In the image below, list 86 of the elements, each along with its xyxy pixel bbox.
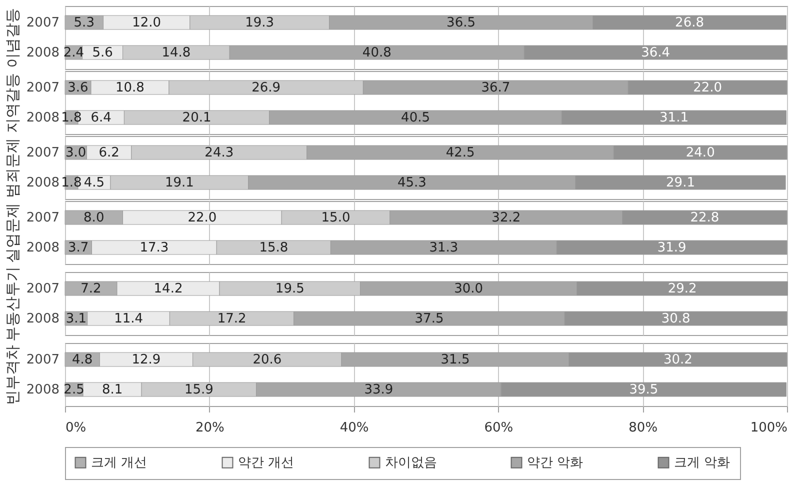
x-tick-label: 80% [628,420,658,436]
y-tick-label: 2007 [26,210,60,226]
data-label: 20.1 [182,110,212,126]
data-label: 30.0 [454,282,484,296]
data-label: 17.2 [217,312,246,326]
data-label: 4.8 [72,352,93,368]
data-label: 33.9 [364,382,394,398]
data-label: 40.5 [401,110,430,126]
data-label: 37.5 [414,312,444,326]
y-tick-label: 2007 [26,146,60,160]
y-tick-label: 2007 [26,16,60,30]
data-label: 39.5 [629,382,658,398]
data-label: 15.9 [184,382,214,398]
data-label: 20.6 [252,352,282,368]
y-axis-title: 지역갈등 [3,73,22,133]
data-label: 32.2 [492,210,521,226]
data-label: 12.9 [132,352,161,368]
data-label: 22.8 [690,210,720,226]
data-label: 36.7 [481,80,510,96]
data-label: 14.8 [162,46,191,60]
data-label: 19.3 [245,16,274,30]
data-label: 5.3 [74,16,94,30]
y-tick-label: 2008 [26,46,60,60]
x-tick-label: 20% [195,420,224,436]
data-label: 3.0 [65,146,86,160]
data-label: 22.0 [188,210,217,226]
data-label: 5.6 [92,46,113,60]
data-label: 10.8 [116,80,144,96]
data-label: 30.2 [664,352,692,368]
y-tick-label: 2008 [26,176,60,190]
data-label: 31.9 [657,240,686,256]
data-label: 36.5 [446,16,476,30]
y-axis-title: 부동산투기 [3,266,22,342]
y-tick-label: 2007 [26,80,60,96]
legend-label: 차이없음 [385,456,437,471]
data-label: 22.0 [693,80,722,96]
data-label: 15.8 [259,240,288,256]
data-label: 40.8 [362,46,392,60]
y-tick-label: 2008 [26,312,60,326]
data-label: 12.0 [132,16,162,30]
y-tick-label: 2007 [26,352,60,368]
data-label: 3.6 [68,80,88,96]
data-label: 26.8 [675,16,704,30]
data-label: 42.5 [446,146,475,160]
y-tick-label: 2008 [26,240,60,256]
y-axis-title: 이념갈등 [3,8,22,68]
data-label: 7.2 [80,282,102,296]
data-label: 45.3 [397,176,426,190]
data-label: 36.4 [641,46,670,60]
data-label: 30.8 [661,312,690,326]
data-label: 19.5 [275,282,304,296]
x-tick-label: 100% [750,420,788,436]
y-tick-label: 2007 [26,282,60,296]
data-label: 6.2 [98,146,120,160]
y-tick-label: 2008 [26,110,60,126]
data-label: 26.9 [252,80,281,96]
data-label: 19.1 [164,176,194,190]
x-tick-label: 0% [66,420,86,436]
y-tick-label: 2008 [26,382,60,398]
legend-label: 약간 개선 [238,456,294,471]
data-label: 31.1 [660,110,688,126]
data-label: 31.3 [429,240,458,256]
data-label: 11.4 [114,312,144,326]
data-label: 17.3 [140,240,169,256]
data-label: 15.0 [321,210,350,226]
legend-label: 약간 악화 [527,456,584,471]
data-label: 24.3 [204,146,234,160]
data-label: 3.1 [66,312,87,326]
y-axis-title: 범죄문제 [3,138,22,198]
data-label: 3.7 [68,240,89,256]
y-axis-title: 실업문제 [3,203,22,263]
x-tick-label: 40% [340,420,369,436]
data-label: 14.2 [154,282,183,296]
legend-label: 크게 개선 [91,456,148,471]
data-label: 4.5 [84,176,105,190]
data-label: 6.4 [90,110,112,126]
data-label: 24.0 [686,146,715,160]
y-axis-title: 빈부격차 [3,345,22,405]
data-label: 2.5 [64,382,84,398]
data-label: 8.1 [102,382,123,398]
data-label: 8.0 [84,210,104,226]
data-label: 31.5 [440,352,470,368]
data-label: 29.1 [666,176,695,190]
legend-label: 크게 악화 [674,456,730,471]
x-tick-label: 60% [484,420,514,436]
data-label: 29.2 [668,282,697,296]
